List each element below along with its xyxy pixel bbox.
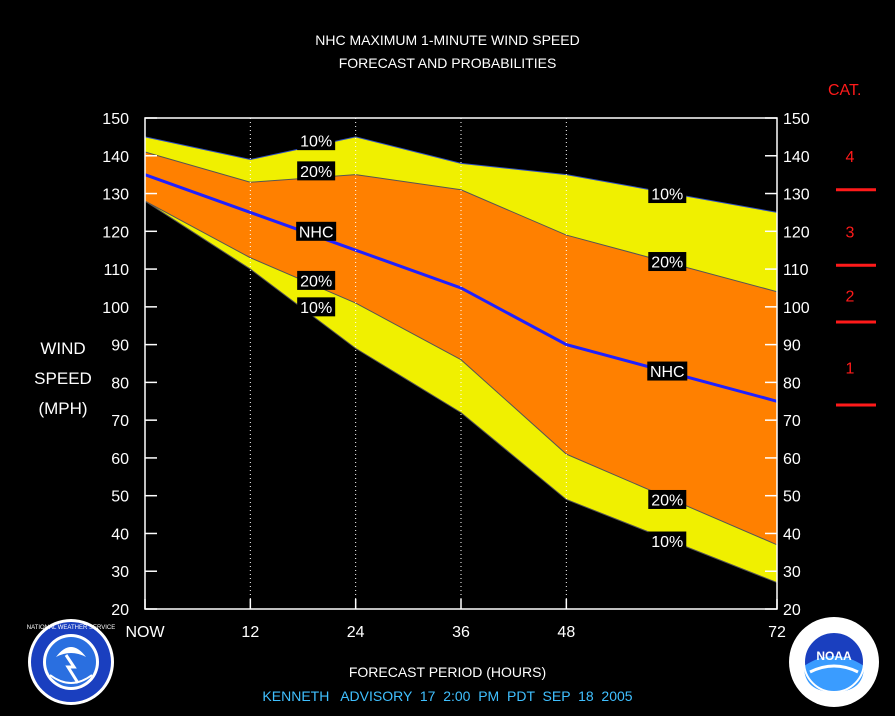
y-tick-label-left: 80 (111, 375, 129, 392)
y-tick-label-left: 40 (111, 526, 129, 543)
y-tick-label-left: 110 (103, 262, 129, 279)
chart-title-line1: NHC MAXIMUM 1-MINUTE WIND SPEED (315, 32, 580, 48)
y-tick-label-right: 30 (783, 564, 801, 581)
y-tick-label-right: 70 (783, 413, 801, 430)
category-label: 3 (846, 224, 855, 241)
annotation-box (648, 252, 687, 272)
annotation-box (297, 161, 336, 181)
y-tick-label-right: 110 (783, 262, 809, 279)
annotation-label: 20% (300, 164, 332, 181)
y-tick-label-left: 30 (111, 564, 129, 581)
annotation-label: 10% (300, 134, 332, 151)
annotation-label: NHC (299, 224, 334, 241)
y-tick-label-left: 100 (102, 300, 129, 317)
annotation-box (297, 131, 336, 151)
annotation-box (296, 221, 337, 241)
y-tick-label-right: 120 (783, 224, 810, 241)
y-tick-label-right: 60 (783, 451, 801, 468)
series-line-2 (144, 151, 778, 293)
x-tick-label: 72 (768, 624, 786, 641)
annotation-label: 10% (300, 300, 332, 317)
annotation-box (648, 489, 687, 509)
category-label: 2 (846, 289, 855, 306)
y-tick-label-right: 40 (783, 526, 801, 543)
annotation-box (297, 270, 336, 290)
annotation-label: 10% (651, 534, 683, 551)
annotation-label: 20% (651, 255, 683, 272)
y-tick-label-right: 100 (783, 300, 810, 317)
x-axis-label: FORECAST PERIOD (HOURS) (348, 664, 547, 680)
category-label: 1 (846, 360, 855, 377)
nws-seal-icon: NATIONAL WEATHER SERVICE (27, 619, 115, 705)
nws-seal-text: NATIONAL WEATHER SERVICE (27, 625, 115, 631)
y-tick-label-right: 20 (783, 602, 801, 619)
band-20-percent (145, 151, 777, 545)
y-tick-label-left: 140 (102, 149, 129, 166)
category-scale-title: CAT. (828, 82, 862, 99)
series-line-4 (144, 200, 778, 546)
annotation-box (647, 361, 688, 381)
y-tick-label-right: 80 (783, 375, 801, 392)
annotation-label: 10% (651, 187, 683, 204)
y-tick-label-left: 120 (102, 224, 129, 241)
noaa-logo-text: NOAA (816, 649, 852, 663)
advisory-text: KENNETH ADVISORY 17 2:00 PM PDT SEP 18 2… (262, 688, 633, 704)
y-tick-label-left: 70 (111, 413, 129, 430)
y-tick-label-right: 50 (783, 489, 801, 506)
category-label: 4 (846, 149, 855, 166)
x-tick-label: NOW (125, 624, 165, 641)
annotation-box (648, 531, 687, 551)
annotation-label: NHC (650, 364, 685, 381)
series-line-5 (144, 200, 778, 584)
annotation-label: 20% (300, 273, 332, 290)
y-tick-label-right: 140 (783, 149, 810, 166)
y-tick-label-left: 20 (111, 602, 129, 619)
y-tick-label-left: 90 (111, 338, 129, 355)
x-tick-label: 24 (347, 624, 365, 641)
noaa-logo-icon: NOAA (789, 617, 879, 707)
annotation-box (648, 184, 687, 204)
y-tick-label-left: 130 (102, 187, 129, 204)
y-tick-label-left: 50 (111, 489, 129, 506)
x-tick-label: 48 (557, 624, 575, 641)
nhc-forecast-line (144, 173, 778, 403)
y-tick-label-left: 150 (102, 111, 129, 128)
series-line-1 (144, 136, 778, 213)
y-tick-label-right: 130 (783, 187, 810, 204)
y-tick-label-right: 90 (783, 338, 801, 355)
chart-title-line2: FORECAST AND PROBABILITIES (338, 55, 557, 71)
y-tick-label-left: 60 (111, 451, 129, 468)
annotation-box (297, 297, 336, 317)
y-axis-label-word1: WIND (40, 339, 86, 358)
y-axis-label-word3: (MPH) (38, 399, 88, 418)
annotation-label: 20% (651, 492, 683, 509)
y-tick-label-right: 150 (783, 111, 810, 128)
x-tick-label: 12 (241, 624, 259, 641)
y-axis-label-word2: SPEED (34, 369, 92, 388)
x-tick-label: 36 (452, 624, 470, 641)
